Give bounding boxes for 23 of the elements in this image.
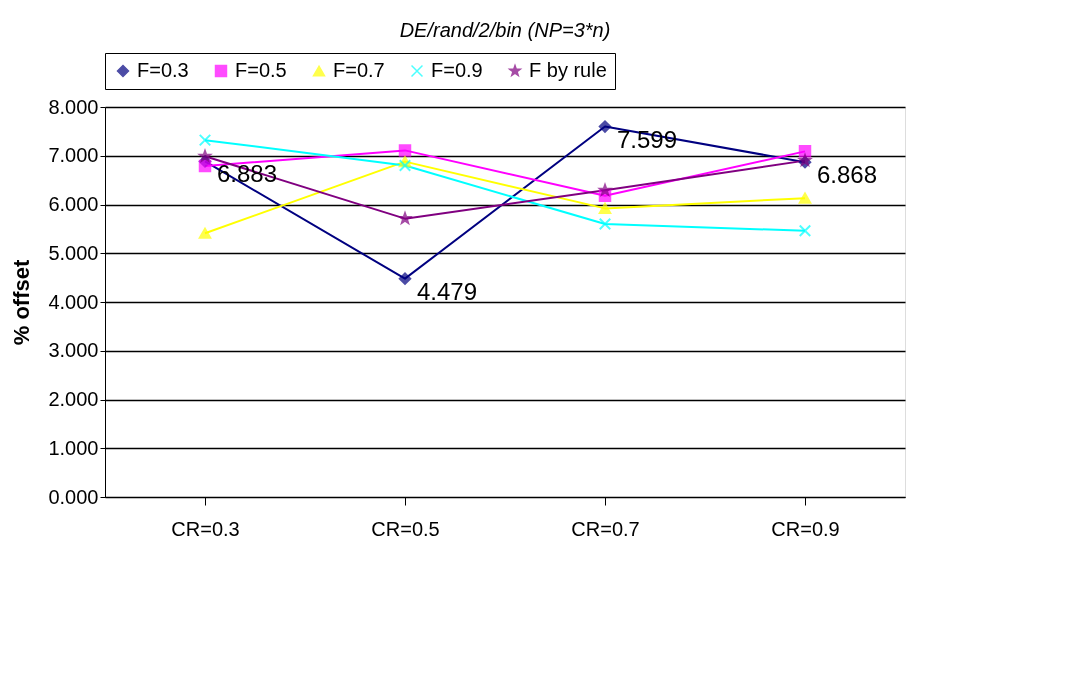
y-tick-label: 2.000: [48, 388, 99, 410]
data-label: 7.599: [617, 125, 678, 153]
legend-label: F=0.7: [333, 59, 385, 81]
data-label: 4.479: [417, 277, 478, 305]
chart-title: DE/rand/2/bin (NP=3*n): [399, 18, 611, 41]
y-tick-label: 1.000: [48, 436, 99, 459]
y-tick-label: 0.000: [48, 485, 99, 508]
x-tick-label: CR=0.9: [771, 517, 840, 540]
data-label: 6.868: [817, 161, 878, 189]
y-axis-title: % offset: [9, 259, 35, 346]
y-tick-label: 4.000: [48, 290, 99, 313]
x-tick-label: CR=0.5: [371, 517, 440, 540]
y-tick-label: 8.000: [48, 95, 99, 118]
legend-label: F=0.9: [431, 59, 483, 81]
legend-label: F=0.5: [235, 59, 287, 81]
y-tick-label: 6.000: [48, 193, 99, 215]
y-tick-label: 3.000: [48, 339, 99, 362]
legend-label: F by rule: [529, 59, 607, 81]
legend-label: F=0.3: [137, 59, 189, 81]
y-tick-label: 7.000: [48, 144, 99, 167]
x-tick-label: CR=0.3: [171, 517, 240, 540]
y-tick-label: 5.000: [48, 241, 99, 264]
x-tick-label: CR=0.7: [571, 517, 640, 540]
